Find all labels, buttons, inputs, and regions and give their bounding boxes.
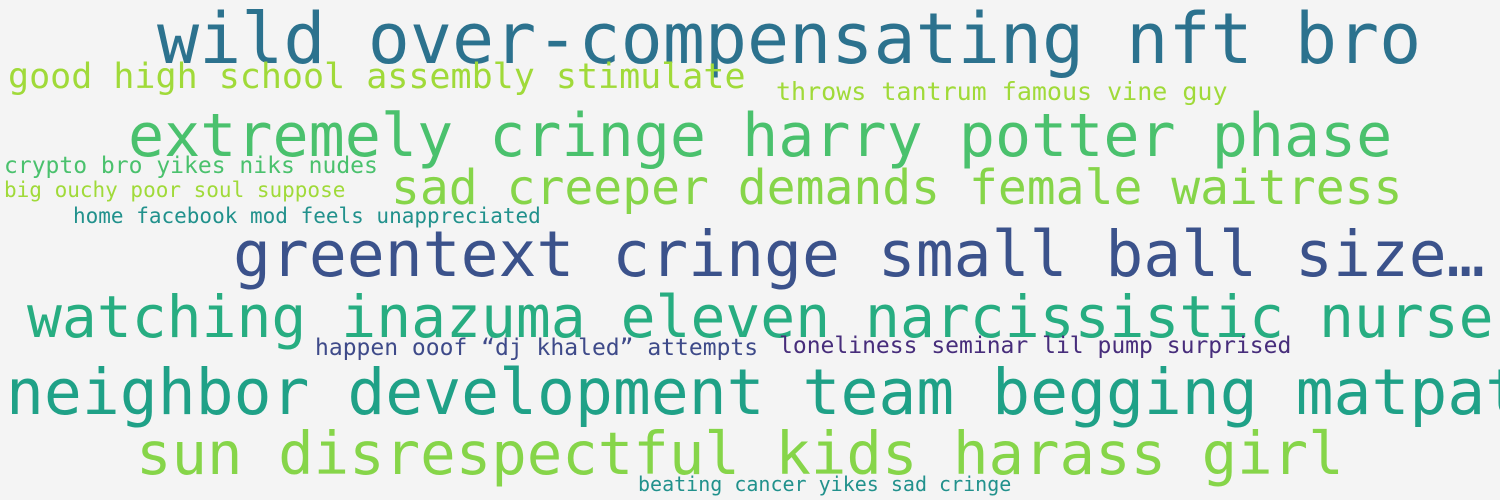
word-cloud-phrase: crypto bro yikes niks nudes [4, 153, 378, 179]
word-cloud-phrase: home facebook mod feels unappreciated [73, 204, 541, 228]
word-cloud-phrase: sun disrespectful kids harass girl [136, 419, 1344, 488]
word-cloud-phrase: extremely cringe harry potter phase [128, 101, 1393, 171]
word-cloud-phrase: neighbor development team begging matpat [6, 356, 1500, 429]
word-cloud-phrase: loneliness seminar lil pump surprised [779, 333, 1292, 359]
word-cloud-phrase: sad creeper demands female waitress [391, 160, 1403, 216]
word-cloud-phrase: good high school assembly stimulate [8, 57, 746, 97]
word-cloud-phrase: wild over-compensating nft bro [157, 0, 1422, 80]
word-cloud-phrase: big ouchy poor soul suppose [4, 178, 346, 202]
word-cloud-phrase: happen ooof “dj khaled” attempts [315, 335, 759, 361]
word-cloud-phrase: throws tantrum famous vine guy [776, 77, 1228, 106]
word-cloud-phrase: greentext cringe small ball size… [233, 218, 1485, 291]
word-cloud-phrase: beating cancer yikes sad cringe [638, 472, 1012, 496]
word-cloud-phrase: watching inazuma eleven narcissistic nur… [27, 283, 1494, 351]
